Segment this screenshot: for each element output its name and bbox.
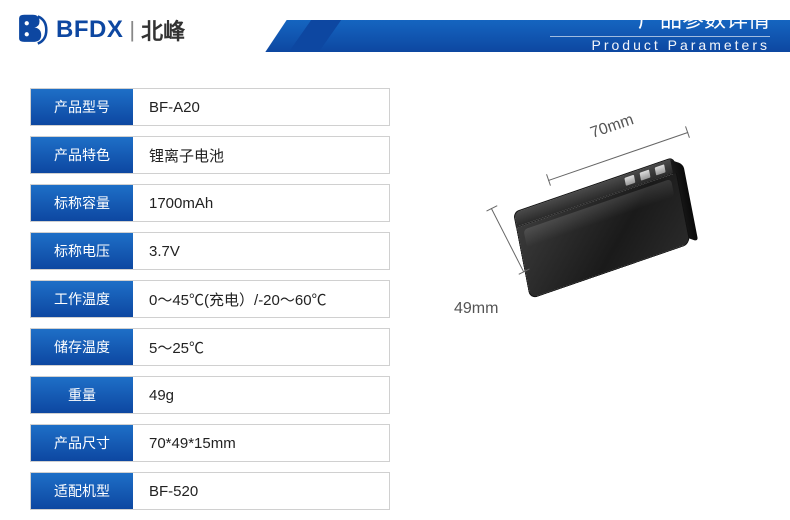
spec-value: 1700mAh bbox=[133, 185, 389, 221]
spec-label: 标称电压 bbox=[31, 233, 133, 269]
spec-row: 产品型号 BF-A20 bbox=[30, 88, 390, 126]
spec-value: 49g bbox=[133, 377, 389, 413]
battery-contact-icon bbox=[624, 175, 635, 186]
spec-value: 锂离子电池 bbox=[133, 137, 389, 173]
battery-contact-icon bbox=[640, 170, 651, 181]
brand-cn: 北峰 bbox=[141, 14, 185, 46]
spec-row: 产品尺寸 70*49*15mm bbox=[30, 424, 390, 462]
spec-label: 工作温度 bbox=[31, 281, 133, 317]
dimension-width-label: 70mm bbox=[588, 111, 636, 142]
battery-contact-icon bbox=[655, 164, 666, 175]
spec-label: 储存温度 bbox=[31, 329, 133, 365]
product-visual: 70mm 49mm bbox=[390, 88, 770, 520]
spec-table: 产品型号 BF-A20 产品特色 锂离子电池 标称容量 1700mAh 标称电压… bbox=[30, 88, 390, 520]
header-title: 产品参数详情 Product Parameters bbox=[550, 0, 770, 53]
spec-value: 70*49*15mm bbox=[133, 425, 389, 461]
spec-row: 储存温度 5～25℃ bbox=[30, 328, 390, 366]
title-cn: 产品参数详情 bbox=[550, 2, 770, 34]
battery-illustration bbox=[513, 157, 693, 311]
spec-label: 适配机型 bbox=[31, 473, 133, 509]
spec-row: 标称电压 3.7V bbox=[30, 232, 390, 270]
spec-row: 工作温度 0～45℃(充电）/-20～60℃ bbox=[30, 280, 390, 318]
spec-value: 0～45℃(充电）/-20～60℃ bbox=[133, 281, 389, 317]
spec-label: 产品尺寸 bbox=[31, 425, 133, 461]
spec-label: 产品型号 bbox=[31, 89, 133, 125]
spec-row: 适配机型 BF-520 bbox=[30, 472, 390, 510]
spec-row: 重量 49g bbox=[30, 376, 390, 414]
brand-divider: | bbox=[129, 17, 135, 43]
spec-value: 3.7V bbox=[133, 233, 389, 269]
spec-row: 产品特色 锂离子电池 bbox=[30, 136, 390, 174]
spec-value: BF-520 bbox=[133, 473, 389, 509]
logo-block: BFDX | 北峰 bbox=[0, 0, 260, 60]
content-area: 产品型号 BF-A20 产品特色 锂离子电池 标称容量 1700mAh 标称电压… bbox=[0, 60, 790, 520]
spec-label: 重量 bbox=[31, 377, 133, 413]
spec-value: 5～25℃ bbox=[133, 329, 389, 365]
bfdx-logo-icon bbox=[14, 13, 48, 47]
spec-label: 标称容量 bbox=[31, 185, 133, 221]
spec-label: 产品特色 bbox=[31, 137, 133, 173]
spec-row: 标称容量 1700mAh bbox=[30, 184, 390, 222]
title-en: Product Parameters bbox=[550, 37, 770, 53]
brand-en: BFDX bbox=[56, 16, 123, 44]
dimension-depth-label: 49mm bbox=[454, 300, 498, 318]
spec-value: BF-A20 bbox=[133, 89, 389, 125]
header-bar: BFDX | 北峰 产品参数详情 Product Parameters bbox=[0, 0, 790, 60]
